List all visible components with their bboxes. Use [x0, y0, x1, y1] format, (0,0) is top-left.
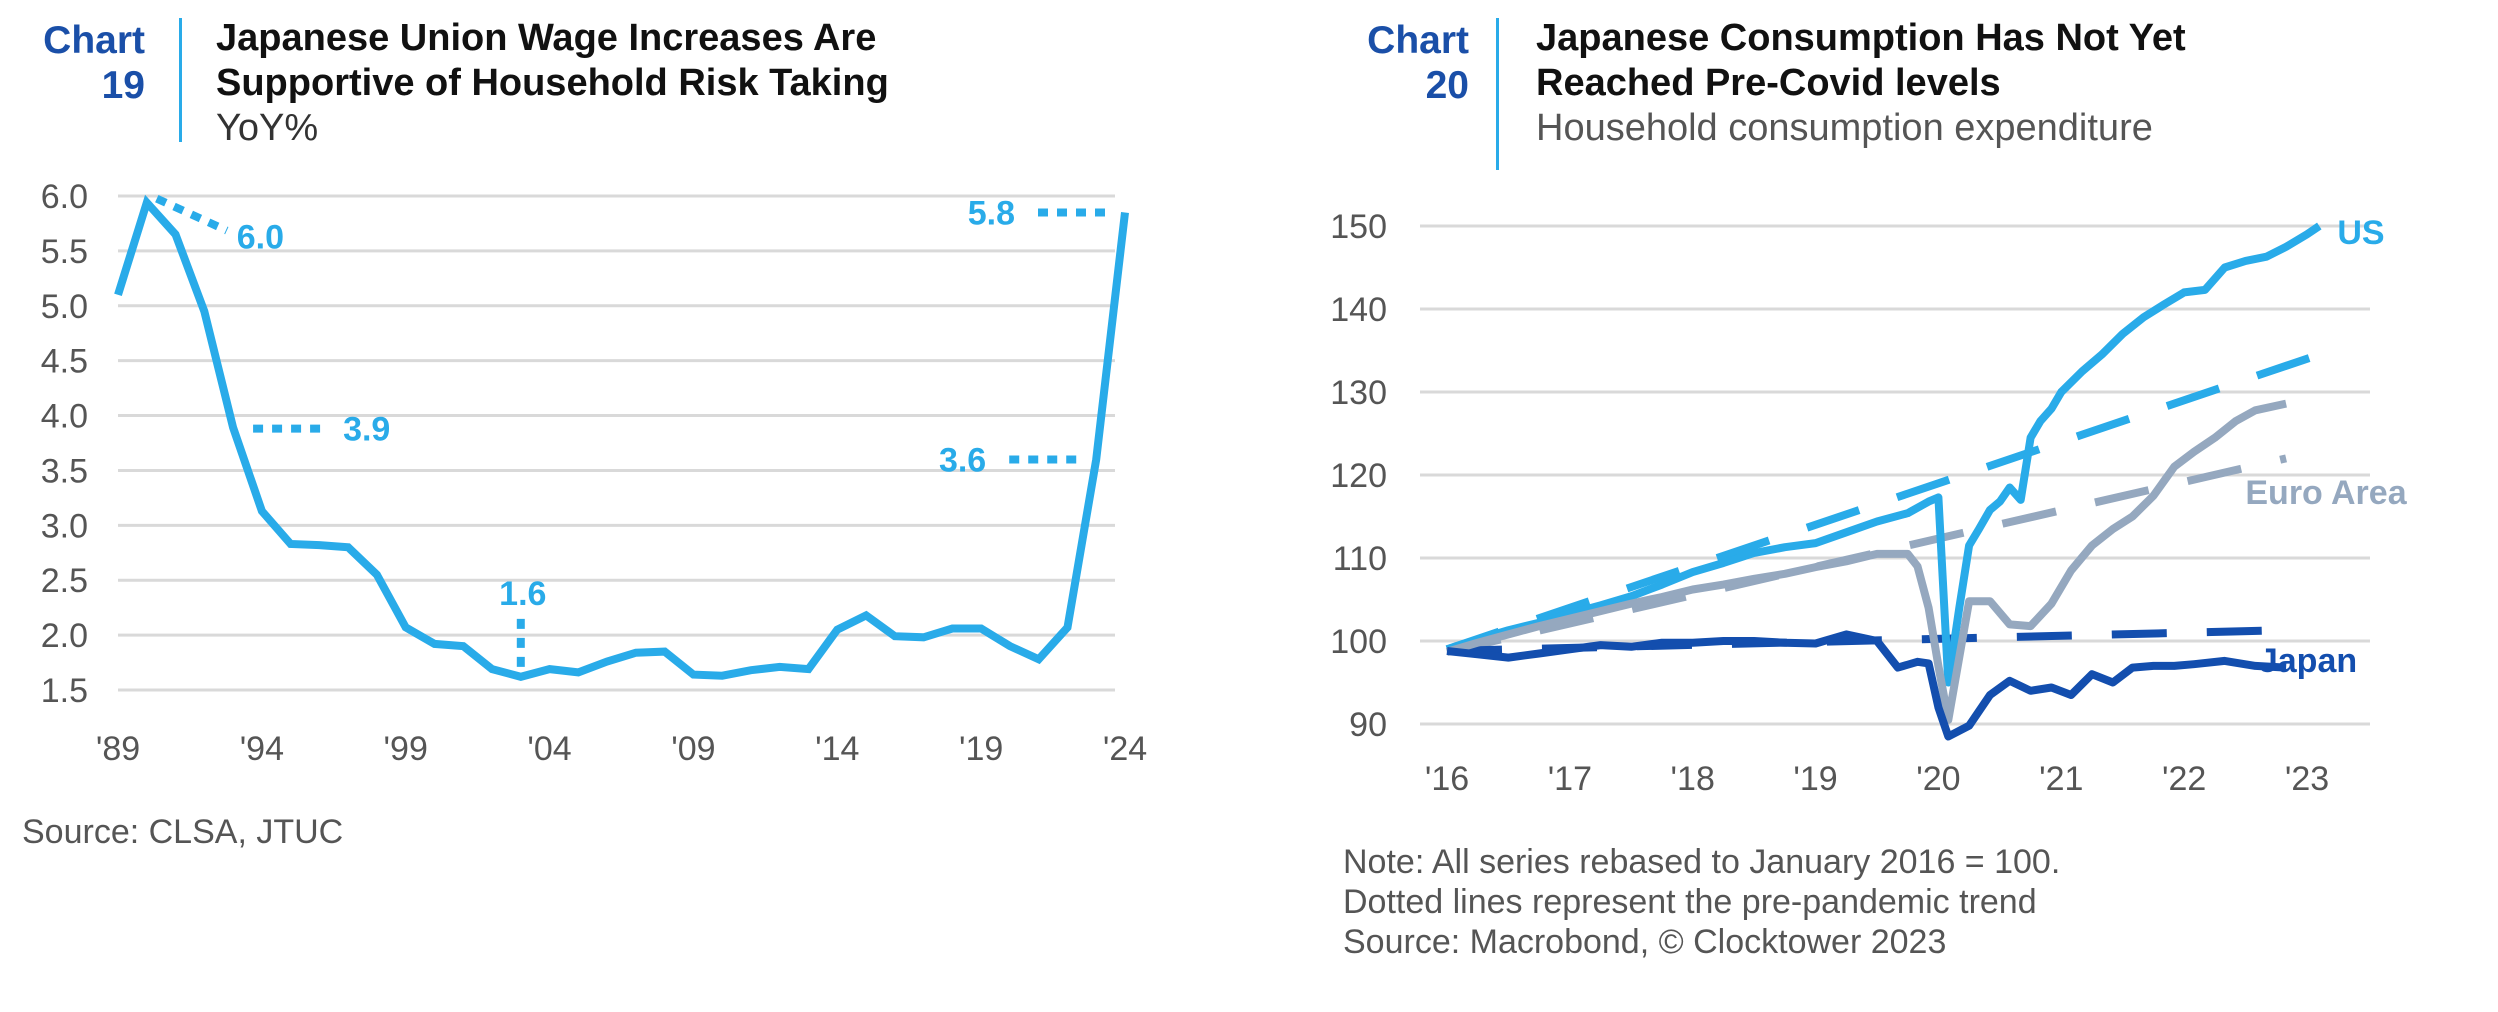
- y-tick-label: 4.5: [41, 343, 88, 381]
- x-tick-label: '14: [815, 730, 859, 768]
- y-tick-label: 90: [1349, 706, 1387, 744]
- chart-subtitle: Household consumption expenditure: [1536, 107, 2153, 149]
- chart-note-line-2: Dotted lines represent the pre-pandemic …: [1343, 883, 2037, 921]
- chart-number-label: Chart 19: [20, 18, 145, 108]
- chart-source: Source: Macrobond, © Clocktower 2023: [1343, 923, 1947, 961]
- series-label-japan: Japan: [2259, 642, 2357, 680]
- x-tick-label: '89: [96, 730, 140, 768]
- y-tick-label: 2.0: [41, 617, 88, 655]
- y-tick-label: 110: [1333, 540, 1387, 578]
- chart-title: Japanese Consumption Has Not Yet Reached…: [1536, 16, 2186, 106]
- x-tick-label: '17: [1548, 760, 1592, 798]
- chart-subtitle: YoY%: [216, 107, 319, 149]
- chart-title-line-1: Japanese Consumption Has Not Yet: [1536, 17, 2186, 59]
- y-tick-label: 3.0: [41, 507, 88, 545]
- chart-title-line-2: Supportive of Household Risk Taking: [216, 62, 889, 104]
- series-label-euro-area: Euro Area: [2245, 474, 2407, 512]
- chart-20-panel: Chart 20 Japanese Consumption Has Not Ye…: [1249, 0, 2498, 1012]
- chart-number: 19: [101, 64, 145, 107]
- y-tick-label: 5.5: [41, 233, 88, 271]
- x-tick-label: '21: [2039, 760, 2083, 798]
- y-tick-label: 5.0: [41, 288, 88, 326]
- y-axis-ticks: 150 140 130 120 110 100 90: [1330, 208, 1387, 744]
- annotation-label: 6.0: [237, 219, 284, 257]
- annotation-label: 5.8: [968, 194, 1015, 232]
- series: [114, 194, 1129, 681]
- chart-title-line-1: Japanese Union Wage Increases Are: [216, 17, 877, 59]
- x-tick-label: '19: [959, 730, 1003, 768]
- annotation-label: 3.9: [343, 411, 390, 449]
- x-tick-label: '19: [1793, 760, 1837, 798]
- y-tick-label: 100: [1330, 623, 1387, 661]
- header-divider: [179, 18, 182, 142]
- y-tick-label: 1.5: [41, 672, 88, 710]
- y-tick-label: 2.5: [41, 562, 88, 600]
- x-tick-label: '24: [1103, 730, 1147, 768]
- chart-footer: Note: All series rebased to January 2016…: [1343, 842, 2060, 962]
- x-axis-ticks: '89 '94 '99 '04 '09 '14 '19 '24: [96, 730, 1147, 768]
- series: [1445, 222, 2322, 741]
- x-tick-label: '22: [2162, 760, 2206, 798]
- x-tick-label: '23: [2285, 760, 2329, 798]
- annotation-leader: [155, 194, 229, 235]
- series-label-us: US: [2337, 214, 2384, 252]
- x-tick-label: '09: [671, 730, 715, 768]
- euro-area-line: [1445, 399, 2287, 724]
- y-tick-label: 150: [1330, 208, 1387, 246]
- chart-title-line-2: Reached Pre-Covid levels: [1536, 62, 2001, 104]
- wage-series-line: [114, 194, 1129, 681]
- y-tick-label: 4.0: [41, 398, 88, 436]
- x-tick-label: '20: [1916, 760, 1960, 798]
- chart-number: 20: [1425, 64, 1469, 107]
- chart-word: Chart: [1367, 19, 1469, 62]
- series-labels: US Euro Area Japan: [2245, 214, 2407, 680]
- y-tick-label: 140: [1330, 291, 1387, 329]
- annotation-label: 1.6: [499, 575, 546, 613]
- us-line: [1445, 222, 2322, 687]
- annotation-label: 3.6: [939, 441, 986, 479]
- x-tick-label: '18: [1671, 760, 1715, 798]
- us-pre-pandemic-trend-line: [1445, 350, 2321, 654]
- grid: [1420, 224, 2370, 726]
- chart-source: Source: CLSA, JTUC: [22, 813, 344, 851]
- y-tick-label: 130: [1330, 374, 1387, 412]
- chart-note-line-1: Note: All series rebased to January 2016…: [1343, 843, 2061, 881]
- japan-line: [1446, 630, 2287, 741]
- grid: [118, 194, 1115, 692]
- x-axis-ticks: '16 '17 '18 '19 '20 '21 '22 '23: [1425, 760, 2329, 798]
- x-tick-label: '04: [527, 730, 571, 768]
- y-tick-label: 120: [1330, 457, 1387, 495]
- y-tick-label: 3.5: [41, 452, 88, 490]
- header-divider: [1496, 18, 1499, 170]
- y-tick-label: 6.0: [41, 178, 88, 216]
- x-tick-label: '99: [384, 730, 428, 768]
- annotations: 6.0 3.9 1.6 3.6 5.8: [155, 194, 1105, 667]
- chart-title: Japanese Union Wage Increases Are Suppor…: [216, 16, 889, 106]
- x-tick-label: '94: [240, 730, 284, 768]
- chart-19-panel: Chart 19 Japanese Union Wage Increases A…: [20, 16, 1147, 851]
- wage-chart-svg: 6.0 5.5 5.0 4.5 4.0 3.5 3.0 2.5 2.0 1.5 '89 '94 '99…: [41, 178, 1147, 768]
- chart-word: Chart: [43, 19, 145, 62]
- x-tick-label: '16: [1425, 760, 1469, 798]
- chart-number-label: Chart 20: [1344, 18, 1469, 108]
- y-axis-ticks: 6.0 5.5 5.0 4.5 4.0 3.5 3.0 2.5 2.0 1.5: [41, 178, 88, 710]
